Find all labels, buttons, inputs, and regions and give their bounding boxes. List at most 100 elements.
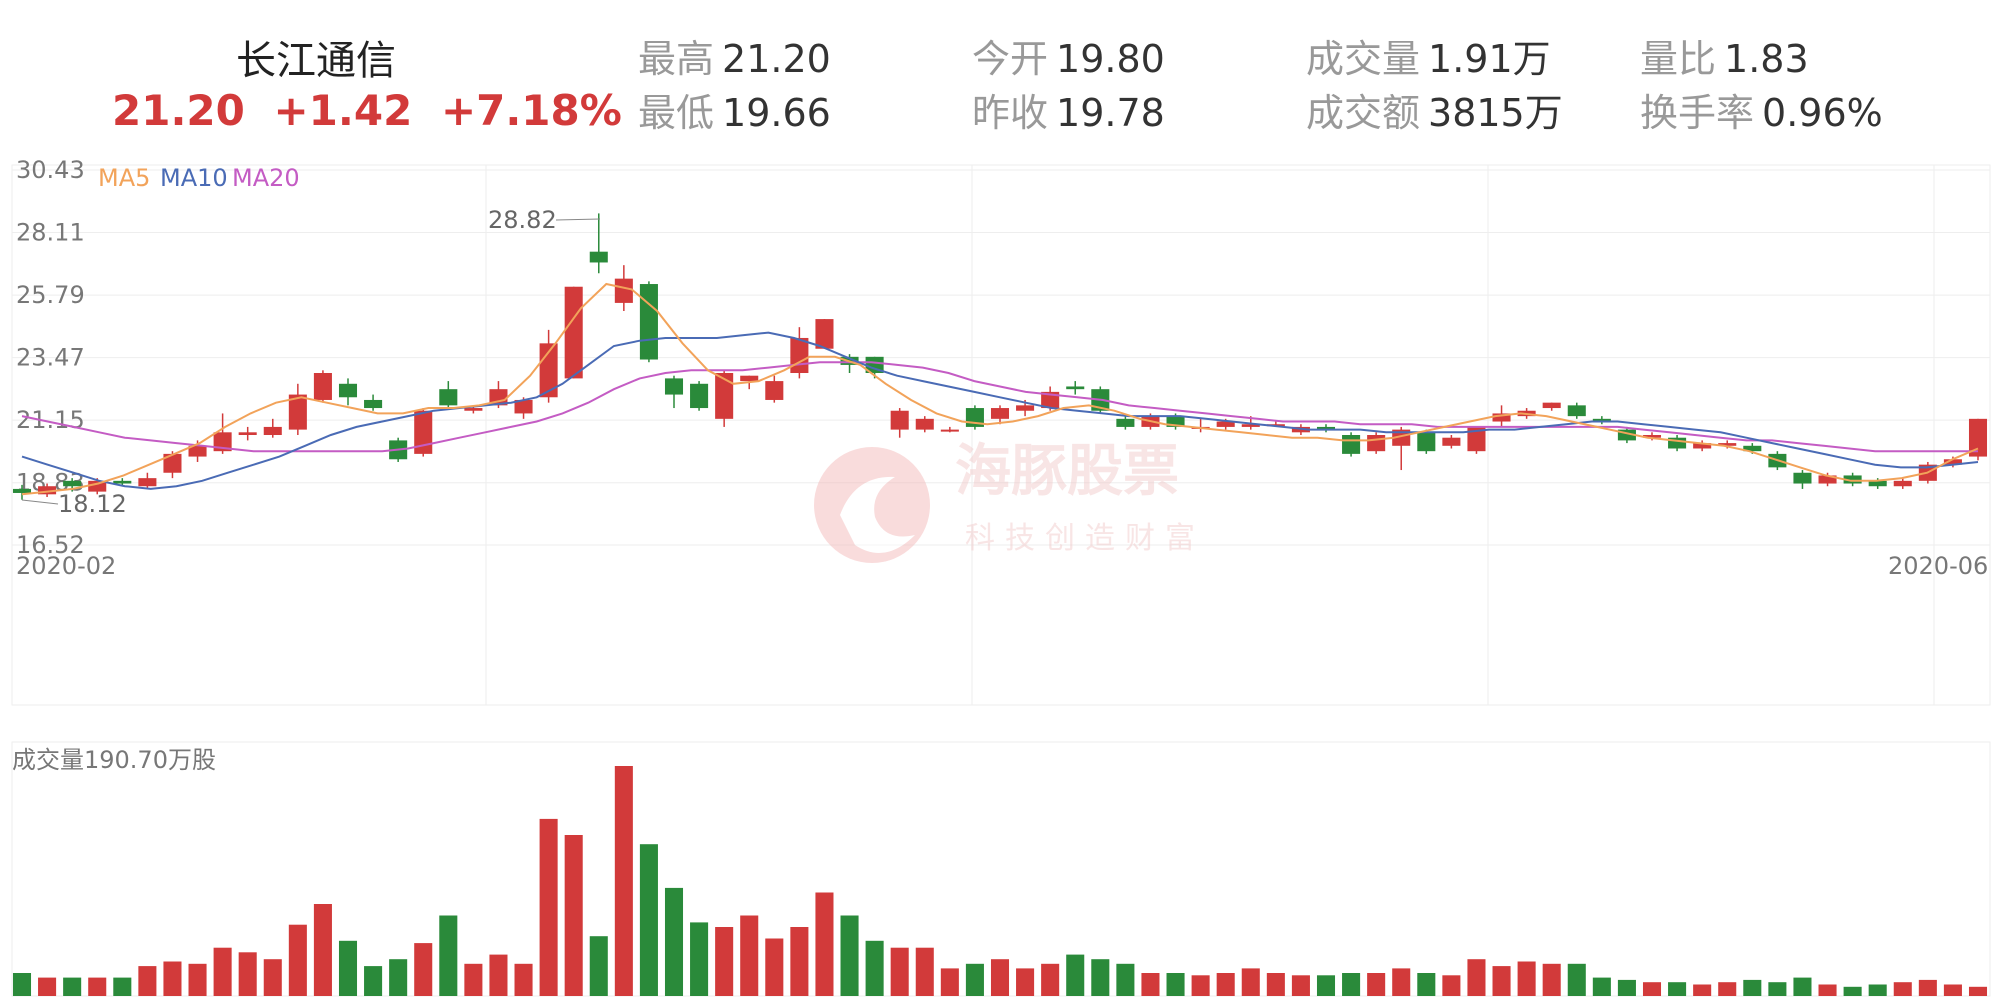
volume-bar-up [1392,968,1411,996]
candle-down [1668,437,1687,449]
volume-bar-up [1266,973,1285,996]
candle-down [1316,426,1336,430]
volume-bar-up [614,766,633,996]
volume-bar-up [940,968,959,996]
stat-turnover-value: 3815万 [1428,91,1563,135]
volume-bar-down [639,844,658,996]
candle-up [414,410,433,454]
volume-bar-up [539,818,558,996]
stat-prev-close-label: 昨收 [972,91,1049,135]
candle-up [790,337,809,374]
volume-bar-down [1166,973,1185,996]
volume-bar-up [1291,975,1310,996]
stat-high-value: 21.20 [722,37,831,81]
volume-bar-down [1567,963,1586,996]
candle-up [1693,443,1712,449]
price-change-pct: +7.18% [440,86,622,135]
volume-bar-down [439,915,458,996]
stat-turnover-label: 成交额 [1306,91,1421,135]
current-price: 21.20 [112,86,245,135]
stat-prev-close: 昨收 19.78 [972,82,1165,137]
candle-up [890,410,909,430]
volume-bar-down [1668,982,1687,996]
ma-legend: MA5 MA10 MA20 [98,164,300,192]
candle-up [1216,421,1235,427]
candle-up [715,373,734,419]
volume-bar-down [1066,954,1085,996]
volume-bar-up [740,915,759,996]
volume-bar-up [765,938,784,996]
candle-down [439,389,458,406]
candle-up [1492,413,1511,422]
stat-turnover-rate: 换手率 0.96% [1640,82,1883,137]
volume-bar-up [1968,986,1988,996]
candle-down [1116,418,1135,427]
volume-bar-up [489,954,508,996]
volume-bar-down [1793,977,1812,996]
x-label-start: 2020-02 [16,552,116,580]
candle-up [263,426,282,436]
volume-label: 成交量190.70万股 [12,746,216,774]
candle-down [589,251,608,263]
volume-bar-up [238,952,257,996]
volume-bar-down [690,922,709,996]
candle-up [238,432,257,436]
candle-down [1743,445,1762,452]
candle-up [1718,443,1737,446]
volume-bar-up [464,963,483,996]
candle-down [1793,472,1812,484]
volume-bar-down [1617,979,1636,996]
stat-volume-ratio-label: 量比 [1640,37,1717,81]
stat-volume-ratio-value: 1.83 [1724,37,1809,81]
candle-down [1567,405,1586,417]
volume-bar-up [1041,963,1060,996]
candle-up [88,480,107,492]
stat-volume: 成交量 1.91万 [1306,28,1551,83]
volume-bar-up [138,966,157,996]
candle-up [1442,437,1461,446]
candle-up [614,278,633,303]
legend-ma20: MA20 [232,164,300,192]
volume-bar-down [113,977,132,996]
candle-up [1542,402,1561,409]
stat-low-value: 19.66 [722,91,831,135]
stat-turnover-rate-label: 换手率 [1640,91,1755,135]
volume-bar-up [915,947,934,996]
candle-down [1868,480,1887,487]
candle-down [364,399,383,409]
volume-bar-up [313,904,332,996]
volume-bar-down [1342,973,1361,996]
volume-bar-up [1693,984,1712,996]
volume-bar-up [263,959,282,996]
candle-up [940,429,959,432]
volume-bar-down [1116,963,1135,996]
volume-bar-down [1091,959,1110,996]
candle-up [213,432,232,452]
y-tick-label: 30.43 [16,160,85,184]
y-tick-label: 16.52 [16,531,85,559]
candle-down [1617,429,1636,441]
volume-bar-up [414,943,433,996]
volume-bar-up [38,977,57,996]
candle-up [815,319,834,349]
candle-up [1367,435,1386,452]
ma10-line [21,331,1979,490]
price-line: 21.20 +1.42 +7.18% [112,86,636,135]
candle-up [288,394,307,430]
candle-down [1843,475,1862,484]
candle-up [915,418,934,430]
stat-low: 最低 19.66 [638,82,831,137]
quote-header: 长江通信 21.20 +1.42 +7.18% 最高 21.20 最低 19.66 … [0,0,2001,160]
candle-down [113,480,132,484]
volume-bar-up [1893,982,1912,996]
stat-volume-value: 1.91万 [1428,37,1551,81]
candle-up [740,375,759,382]
candle-up [1467,426,1486,452]
legend-ma5: MA5 [98,164,150,192]
volume-bar-up [1517,961,1536,996]
annotation-high: 28.82 [488,206,557,234]
watermark-title: 海豚股票 [955,439,1179,504]
stat-open-value: 19.80 [1056,37,1165,81]
legend-ma10: MA10 [160,164,228,192]
